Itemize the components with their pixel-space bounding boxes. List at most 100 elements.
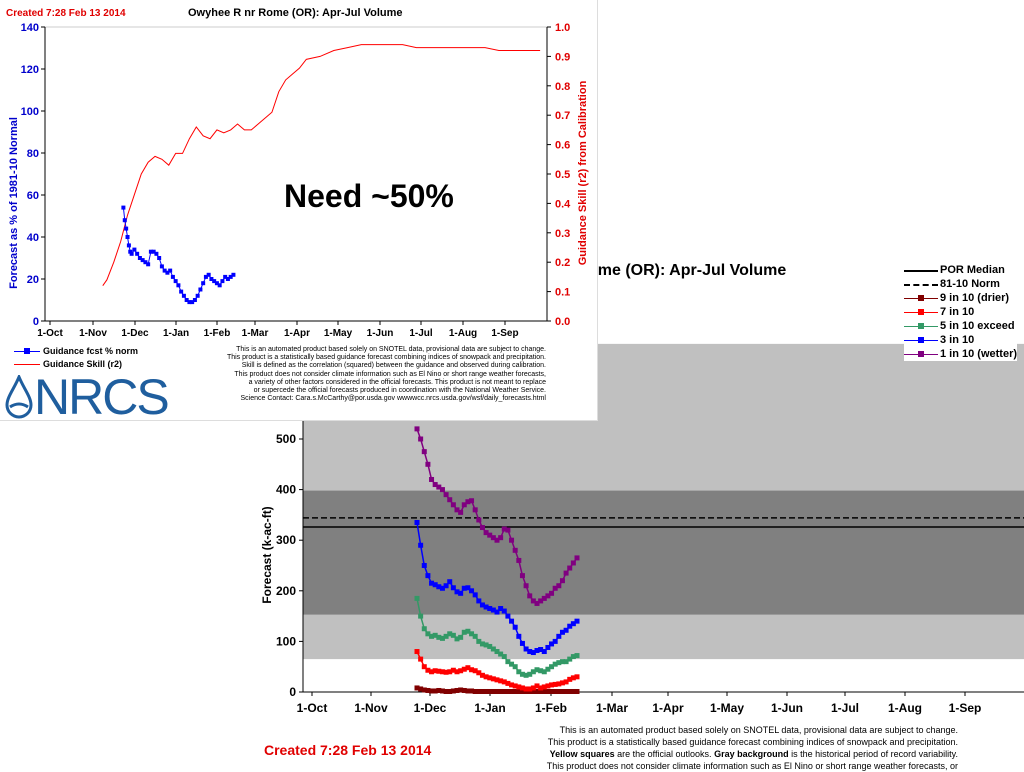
series-point xyxy=(505,680,511,686)
series-point xyxy=(483,530,489,536)
chart2-x-tick-label: 1-Apr xyxy=(652,701,684,715)
fcst-point xyxy=(184,298,189,302)
series-point xyxy=(465,665,471,671)
series-point xyxy=(432,582,438,588)
series-point xyxy=(527,688,533,694)
fcst-point xyxy=(203,274,208,279)
series-point xyxy=(549,682,555,688)
series-point xyxy=(541,595,547,601)
series-point xyxy=(469,631,475,637)
guidance-chart: 0 20 40 60 80 100 120 140 0.0 0.1 0.2 0.3 0.4 0.5 0.6 0… xyxy=(8,22,589,339)
series-point xyxy=(454,636,460,642)
series-point xyxy=(476,517,482,523)
series-point xyxy=(545,593,551,599)
series-point xyxy=(458,509,464,515)
fcst-point xyxy=(162,268,167,273)
chart1-x-tick-label: 1-Mar xyxy=(242,328,269,339)
series-point xyxy=(429,633,435,639)
fcst-point xyxy=(159,264,164,269)
fcst-point xyxy=(176,283,181,288)
fcst-point xyxy=(190,300,195,305)
chart1-x-tick-label: 1-Sep xyxy=(491,328,518,339)
series-point xyxy=(454,669,460,675)
series-point xyxy=(465,628,471,634)
series-point xyxy=(447,631,453,637)
series-point xyxy=(414,426,420,432)
series-point xyxy=(567,656,573,662)
series-point xyxy=(443,583,449,589)
disclaimer1-line: Science Contact: Cara.s.McCarthy@por.usd… xyxy=(240,395,546,403)
series-point xyxy=(436,584,442,590)
series-point xyxy=(534,600,540,606)
disclaimer2-line: Yellow squares are the official outlooks… xyxy=(549,749,958,759)
series-point xyxy=(559,688,565,694)
series-point xyxy=(494,537,500,543)
chart2-x-tick-label: 1-Jul xyxy=(831,701,859,715)
series-point xyxy=(563,627,569,633)
guidance-panel: 0 20 40 60 80 100 120 140 0.0 0.1 0.2 0.3 0.4 0.5 0.6 0… xyxy=(0,0,598,422)
fcst-point xyxy=(181,293,186,298)
series-point xyxy=(450,688,456,694)
chart2-x-tick-label: 1-Jan xyxy=(474,701,505,715)
chart1-x-tick-label: 1-Jun xyxy=(367,328,394,339)
chart1-y2-tick-label: 0.7 xyxy=(555,110,570,122)
series-point xyxy=(461,585,467,591)
chart2-y-tick-label: 200 xyxy=(276,584,296,598)
disclaimer2-line: This is an automated product based solel… xyxy=(559,725,958,735)
disclaimer2-line: This product does not consider climate i… xyxy=(546,761,958,771)
fcst-point xyxy=(209,277,214,281)
chart2-title: ome (OR): Apr-Jul Volume xyxy=(588,262,787,279)
series-point xyxy=(421,449,427,455)
series-point xyxy=(509,682,515,688)
series-point xyxy=(436,668,442,674)
series-point xyxy=(534,683,540,689)
series-point xyxy=(559,629,565,635)
legend-item-fcst: Guidance fcst % norm xyxy=(14,344,138,357)
series-point xyxy=(527,686,533,692)
series-point xyxy=(469,588,475,594)
fcst-point xyxy=(151,249,156,254)
series-point xyxy=(519,573,525,579)
series-point xyxy=(461,629,467,635)
fcst-point xyxy=(192,298,197,302)
series-point xyxy=(501,679,507,685)
series-point xyxy=(443,669,449,675)
fcst-point xyxy=(157,256,162,260)
chart2-x-tick-label: 1-Mar xyxy=(596,701,628,715)
series-point xyxy=(498,535,504,541)
series-point xyxy=(538,646,544,652)
series-point xyxy=(432,668,438,674)
chart2-x-tick-label: 1-Oct xyxy=(297,701,328,715)
chart1-title: Owyhee R nr Rome (OR): Apr-Jul Volume xyxy=(188,7,403,19)
series-point xyxy=(516,684,522,690)
series-point xyxy=(509,537,515,543)
chart1-y2-tick-label: 0.0 xyxy=(555,316,570,328)
series-point xyxy=(479,525,485,531)
series-point xyxy=(512,664,518,670)
series-point xyxy=(487,688,493,694)
series-point xyxy=(512,547,518,553)
series-point xyxy=(545,644,551,650)
chart1-x-tick-label: 1-Apr xyxy=(284,328,310,339)
series-point xyxy=(494,688,500,694)
series-point xyxy=(530,669,536,675)
chart1-y2-tick-label: 0.2 xyxy=(555,257,570,269)
series-point xyxy=(414,649,420,655)
series-point xyxy=(574,618,580,624)
series-point xyxy=(516,633,522,639)
series-point xyxy=(530,685,536,691)
series-point xyxy=(487,675,493,681)
series-point xyxy=(414,595,420,601)
series-point xyxy=(432,688,438,694)
series-point xyxy=(516,688,522,694)
chart2-x-tick-label: 1-Sep xyxy=(949,701,982,715)
series-point xyxy=(450,632,456,638)
fcst-point xyxy=(143,260,148,265)
chart2-legend-item: 5 in 10 exceed xyxy=(904,319,1017,333)
series-point xyxy=(530,598,536,604)
series-point xyxy=(414,685,420,691)
series-point xyxy=(530,688,536,694)
chart1-y-tick-label: 140 xyxy=(21,22,39,34)
series-point xyxy=(490,676,496,682)
